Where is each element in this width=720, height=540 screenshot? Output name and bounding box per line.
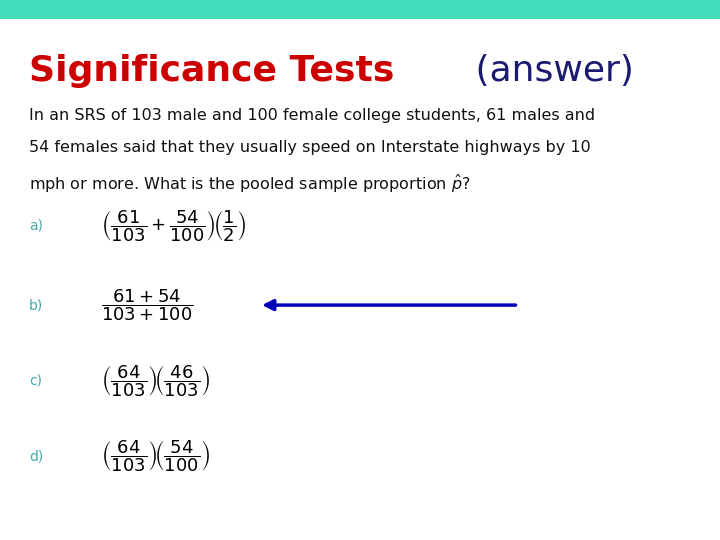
Text: (answer): (answer)	[464, 54, 634, 88]
Text: $\left(\dfrac{61}{103}+\dfrac{54}{100}\right)\!\left(\dfrac{1}{2}\right)$: $\left(\dfrac{61}{103}+\dfrac{54}{100}\r…	[101, 208, 246, 244]
Text: $\left(\dfrac{64}{103}\right)\!\left(\dfrac{46}{103}\right)$: $\left(\dfrac{64}{103}\right)\!\left(\df…	[101, 363, 210, 399]
Text: d): d)	[29, 449, 43, 463]
Text: a): a)	[29, 219, 42, 233]
Text: b): b)	[29, 298, 43, 312]
Text: mph or more. What is the pooled sample proportion $\hat{p}$?: mph or more. What is the pooled sample p…	[29, 173, 470, 195]
Text: Significance Tests: Significance Tests	[29, 54, 394, 88]
Text: 54 females said that they usually speed on Interstate highways by 10: 54 females said that they usually speed …	[29, 140, 590, 156]
Text: In an SRS of 103 male and 100 female college students, 61 males and: In an SRS of 103 male and 100 female col…	[29, 108, 595, 123]
Text: $\dfrac{61+54}{103+100}$: $\dfrac{61+54}{103+100}$	[101, 287, 194, 323]
Text: c): c)	[29, 374, 42, 388]
Text: $\left(\dfrac{64}{103}\right)\!\left(\dfrac{54}{100}\right)$: $\left(\dfrac{64}{103}\right)\!\left(\df…	[101, 438, 210, 474]
